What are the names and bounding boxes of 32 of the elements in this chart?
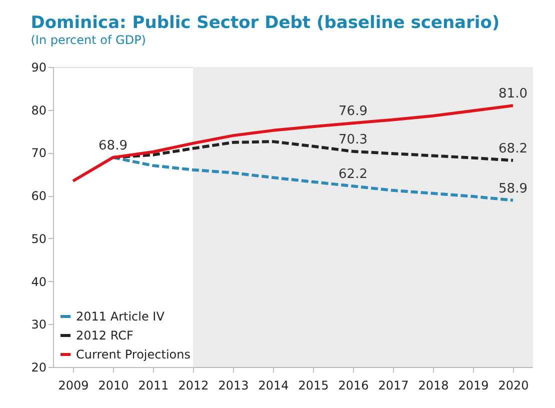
- legend-label: 2012 RCF: [76, 328, 134, 342]
- y-tick-label: 40: [31, 274, 46, 289]
- x-tick-label: 2009: [58, 378, 89, 392]
- chart-title: Dominica: Public Sector Debt (baseline scenario): [30, 13, 500, 33]
- chart-subtitle: (In percent of GDP): [30, 33, 146, 47]
- x-tick-label: 2013: [218, 378, 249, 392]
- annotation: 62.2: [338, 167, 368, 182]
- x-tick-label: 2012: [178, 378, 209, 392]
- x-tick-label: 2020: [498, 378, 529, 392]
- y-tick-label: 30: [31, 318, 46, 332]
- x-tick-label: 2010: [98, 378, 129, 392]
- x-tick-label: 2014: [258, 378, 289, 392]
- x-tick-label: 2011: [138, 378, 169, 392]
- annotation: 68.9: [98, 138, 128, 154]
- x-tick-label: 2015: [298, 378, 329, 392]
- y-tick-label: 70: [31, 146, 46, 160]
- annotation: 68.2: [498, 141, 528, 156]
- y-tick-label: 20: [31, 360, 46, 374]
- x-tick-label: 2019: [458, 378, 489, 392]
- y-tick-label: 60: [31, 189, 46, 204]
- y-tick-label: 50: [31, 232, 46, 246]
- y-tick-label: 80: [31, 103, 46, 118]
- legend-label: 2011 Article IV: [76, 310, 166, 324]
- annotation: 58.9: [498, 181, 528, 196]
- annotation: 70.3: [338, 132, 368, 148]
- legend-label: Current Projections: [76, 348, 190, 362]
- y-tick-label: 90: [31, 60, 46, 74]
- annotation: 81.0: [498, 86, 528, 102]
- x-tick-label: 2016: [338, 378, 369, 392]
- annotation: 76.9: [338, 104, 368, 120]
- x-tick-label: 2018: [418, 378, 449, 392]
- x-tick-label: 2017: [378, 378, 409, 392]
